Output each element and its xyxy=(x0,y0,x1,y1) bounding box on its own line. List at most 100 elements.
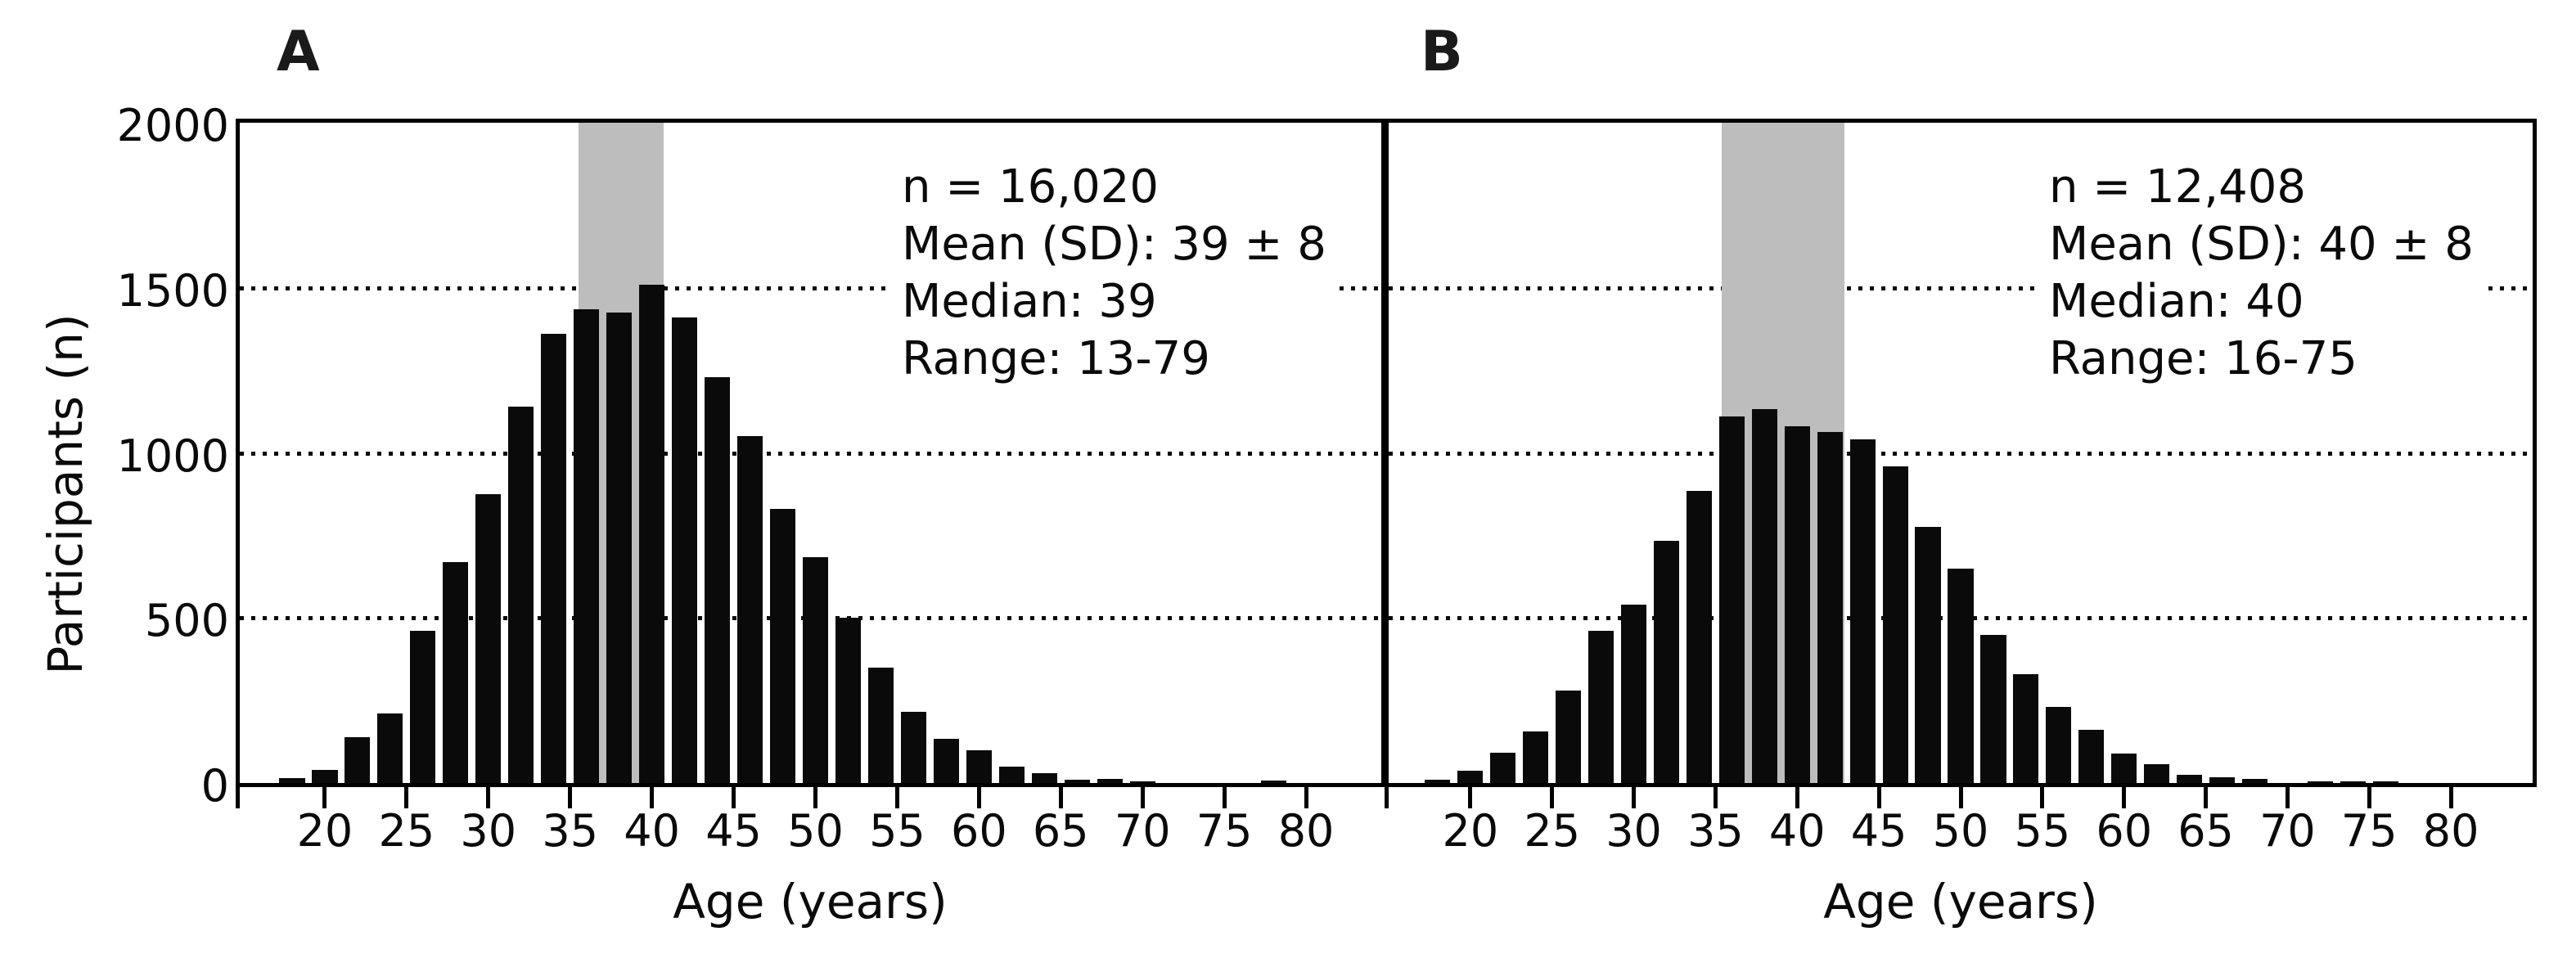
panel-b-median: Median: 40 xyxy=(2049,275,2304,328)
panel-b-x-tick-30 xyxy=(1632,787,1637,808)
panel-b-x-tick-35 xyxy=(1713,787,1718,808)
panel-a-gridline-1000 xyxy=(240,451,1381,456)
panel-b-bar-age-50 xyxy=(1948,568,1974,783)
panel-b-x-tick-label-60: 60 xyxy=(2096,805,2153,857)
panel-a-x-tick-80 xyxy=(1304,787,1308,808)
panel-a-x-tick-20 xyxy=(322,787,327,808)
panel-b-bar-age-44 xyxy=(1849,439,1876,783)
panel-a-bar-age-40 xyxy=(639,284,665,783)
panel-b-x-axis-title: Age (years) xyxy=(1823,874,2098,929)
panel-a-bar-age-60 xyxy=(966,749,992,783)
panel-a-x-tick-label-35: 35 xyxy=(542,805,599,857)
panel-a-gridline-1500 xyxy=(240,286,1381,290)
panel-a-x-tick-label-50: 50 xyxy=(787,805,844,857)
panel-a-x-tick-45 xyxy=(732,787,736,808)
panel-b-bar-age-34 xyxy=(1686,490,1713,783)
panel-a-bar-age-68 xyxy=(1097,779,1123,783)
panel-b-letter: B xyxy=(1421,20,1464,84)
panel-b-bar-age-72 xyxy=(2307,781,2333,783)
panel-a-x-tick-50 xyxy=(813,787,817,808)
panel-a-range: Range: 13-79 xyxy=(902,332,1210,385)
panel-b-gridline-1500 xyxy=(1389,286,2533,290)
panel-b-x-tick-60 xyxy=(2122,787,2127,808)
panel-b-n-count: n = 12,408 xyxy=(2049,160,2306,214)
panel-a-bar-age-36 xyxy=(574,308,600,783)
panel-b-x-tick-label-55: 55 xyxy=(2014,805,2071,857)
panel-b-bar-age-54 xyxy=(2013,673,2039,783)
panel-b-bar-age-56 xyxy=(2046,707,2072,783)
panel-a-bar-age-78 xyxy=(1260,780,1286,783)
panel-b-x-tick-label-20: 20 xyxy=(1442,805,1499,857)
panel-a-bar-age-26 xyxy=(410,631,436,783)
panel-b-x-tick-label-70: 70 xyxy=(2259,805,2316,857)
panel-a-bar-age-62 xyxy=(998,766,1025,783)
panel-a-bar-age-42 xyxy=(672,317,698,783)
panel-b-x-tick-50 xyxy=(1958,787,1963,808)
panel-b-gridline-1000 xyxy=(1389,451,2533,456)
panel-a-bar-age-66 xyxy=(1064,779,1090,783)
panel-a-x-axis-title: Age (years) xyxy=(673,874,948,929)
y-tick-label-2000: 2000 xyxy=(116,100,229,151)
panel-a-x-tick-label-70: 70 xyxy=(1114,805,1171,857)
panel-b-mean-sd: Mean (SD): 40 ± 8 xyxy=(2049,218,2474,271)
panel-b-bar-age-52 xyxy=(1980,635,2006,783)
panel-a-x-tick-label-60: 60 xyxy=(950,805,1007,857)
panel-b-bar-age-26 xyxy=(1556,691,1582,783)
panel-a-bar-age-56 xyxy=(900,712,926,783)
panel-b-bar-age-64 xyxy=(2177,774,2203,783)
panel-b-bar-age-20 xyxy=(1457,770,1484,783)
panel-a-x-tick-25 xyxy=(404,787,409,808)
y-tick-label-1000: 1000 xyxy=(116,430,229,482)
panel-b-x-tick-label-25: 25 xyxy=(1524,805,1581,857)
panel-b-bar-age-36 xyxy=(1718,416,1745,783)
panel-a-x-tick-axis-edge xyxy=(236,787,240,808)
panel-a-bar-age-48 xyxy=(769,509,796,783)
panel-b-bar-age-68 xyxy=(2241,779,2268,783)
y-tick-label-1500: 1500 xyxy=(116,264,229,317)
panel-a-x-tick-35 xyxy=(568,787,573,808)
panel-b-bar-age-24 xyxy=(1523,731,1549,783)
panel-a-x-tick-40 xyxy=(650,787,655,808)
panel-b-x-tick-label-50: 50 xyxy=(1932,805,1989,857)
panel-a-x-tick-label-30: 30 xyxy=(460,805,517,857)
panel-a-x-tick-label-45: 45 xyxy=(705,805,762,857)
panel-b-bar-age-38 xyxy=(1751,409,1777,783)
panel-a-bar-age-44 xyxy=(704,376,731,783)
panel-a-bar-age-46 xyxy=(736,436,763,783)
panel-a-x-tick-label-65: 65 xyxy=(1032,805,1089,857)
panel-b-x-tick-label-45: 45 xyxy=(1850,805,1907,857)
panel-a-x-tick-70 xyxy=(1140,787,1145,808)
panel-b-x-tick-label-80: 80 xyxy=(2422,805,2479,857)
panel-b-x-tick-65 xyxy=(2204,787,2209,808)
panel-b-bar-age-48 xyxy=(1915,527,1941,783)
panel-a-bar-age-32 xyxy=(508,407,534,783)
panel-a-bar-age-20 xyxy=(312,769,338,783)
panel-b-stats-annotation: n = 12,408 Mean (SD): 40 ± 8 Median: 40 … xyxy=(2038,155,2485,391)
panel-b-bar-age-76 xyxy=(2372,781,2398,783)
panel-a-letter: A xyxy=(277,20,321,84)
panel-a-x-tick-label-20: 20 xyxy=(296,805,354,857)
panel-a-bar-age-38 xyxy=(606,313,633,783)
panel-a-bar-age-52 xyxy=(835,618,862,783)
panel-b-bar-age-28 xyxy=(1588,631,1615,783)
panel-a-x-tick-60 xyxy=(976,787,981,808)
panel-b-bar-age-30 xyxy=(1620,605,1647,783)
panel-a-bar-age-30 xyxy=(475,493,502,783)
panel-b-x-tick-label-65: 65 xyxy=(2177,805,2234,857)
panel-b-bar-age-46 xyxy=(1882,466,1908,783)
panel-a-bar-age-18 xyxy=(279,777,305,783)
panel-b-x-tick-75 xyxy=(2367,787,2371,808)
panel-b-x-tick-80 xyxy=(2448,787,2453,808)
panel-a-x-tick-65 xyxy=(1058,787,1063,808)
panel-b-x-tick-label-75: 75 xyxy=(2340,805,2398,857)
panel-a-x-tick-label-40: 40 xyxy=(624,805,680,857)
panel-a-bar-age-34 xyxy=(541,334,567,783)
panel-a-bar-age-54 xyxy=(867,667,894,783)
panel-a-x-tick-55 xyxy=(894,787,899,808)
panel-b-x-tick-40 xyxy=(1795,787,1799,808)
panel-b-x-tick-55 xyxy=(2040,787,2045,808)
panel-a-x-tick-30 xyxy=(486,787,491,808)
panel-b-x-tick-70 xyxy=(2285,787,2290,808)
panel-a-bar-age-64 xyxy=(1031,772,1057,783)
panel-a-median: Median: 39 xyxy=(902,275,1157,328)
